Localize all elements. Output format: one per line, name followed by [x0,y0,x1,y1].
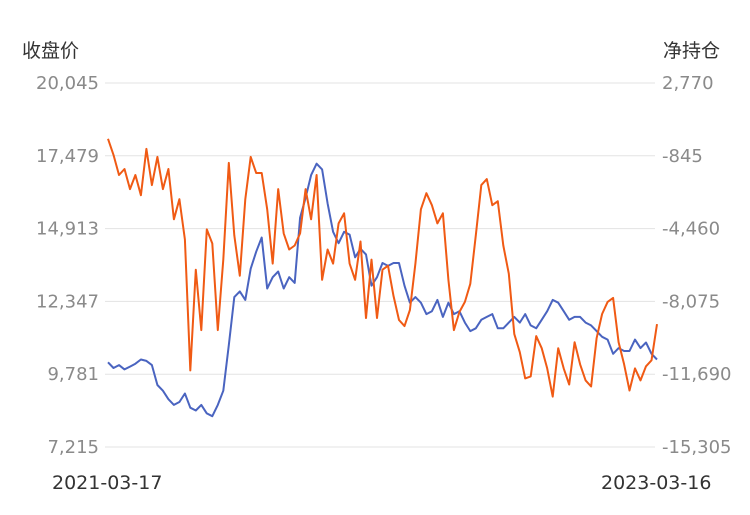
left-tick-label: 7,215 [47,437,99,458]
x-end-date: 2023-03-16 [601,472,711,494]
right-axis-title: 净持仓 [663,40,720,62]
right-tick-label: -4,460 [662,219,720,240]
left-tick-label: 9,781 [47,364,99,385]
right-axis-ticks: 2,770 -845 -4,460 -8,075 -11,690 -15,305 [662,73,731,458]
right-tick-label: 2,770 [662,73,714,94]
left-axis-title: 收盘价 [22,40,79,62]
right-tick-label: -8,075 [662,291,720,312]
left-axis-ticks: 20,045 17,479 14,913 12,347 9,781 7,215 [36,73,99,458]
x-start-date: 2021-03-17 [52,472,162,494]
right-tick-label: -845 [662,146,703,167]
right-tick-label: -11,690 [662,364,731,385]
close-price-line [107,162,658,418]
left-tick-label: 14,913 [36,219,99,240]
series-layer [107,138,658,418]
gridlines [105,82,655,448]
net-position-line [107,138,658,398]
left-tick-label: 20,045 [36,73,99,94]
left-tick-label: 12,347 [36,291,99,312]
left-tick-label: 17,479 [36,146,99,167]
right-tick-label: -15,305 [662,437,731,458]
